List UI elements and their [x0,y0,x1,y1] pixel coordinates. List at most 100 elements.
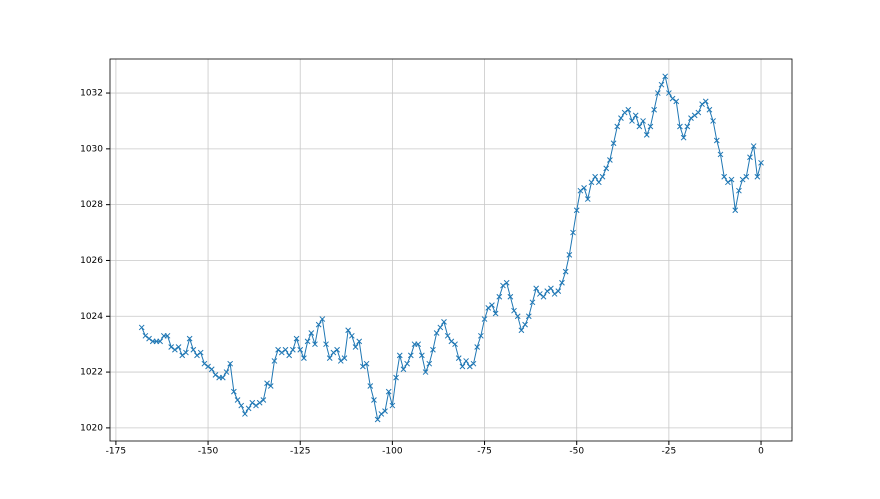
point-marker [584,196,591,202]
point-marker [713,137,720,144]
point-marker [312,341,318,348]
point-marker [754,173,761,180]
point-marker [374,416,381,423]
point-marker [466,363,473,370]
point-marker [157,338,163,345]
x-tick-label: -25 [662,447,677,457]
point-marker [197,349,204,356]
point-marker [245,405,252,412]
point-marker [348,332,355,339]
point-marker [433,330,440,336]
point-marker [345,327,352,334]
y-tick-label: 1028 [80,200,103,210]
point-marker [249,399,256,406]
point-marker [643,132,650,138]
point-marker [227,360,234,367]
point-marker [293,335,300,342]
point-marker [256,399,263,406]
point-marker [699,101,705,108]
point-marker [706,106,713,113]
point-marker [367,383,374,389]
point-marker [341,355,348,361]
point-marker [736,187,742,194]
point-marker [419,352,425,359]
point-marker [201,360,208,367]
point-marker [625,106,632,113]
point-marker [282,346,289,353]
x-tick-label: -150 [198,447,219,457]
point-marker [422,369,429,375]
point-marker [511,307,517,314]
point-marker [323,341,329,348]
point-marker [415,341,422,348]
point-marker [278,349,285,356]
point-marker [728,176,735,183]
point-marker [566,252,573,258]
y-tick-label: 1024 [80,312,103,322]
point-marker [555,288,562,295]
point-marker [168,344,175,350]
point-marker [301,355,307,361]
point-marker [378,411,385,417]
point-marker [352,344,359,350]
point-marker [654,90,661,96]
point-marker [599,173,606,180]
y-tick-label: 1026 [80,256,103,266]
point-marker [459,363,466,370]
point-marker [669,95,676,102]
point-marker [677,123,683,130]
point-marker [695,109,702,116]
point-marker [688,115,694,122]
point-marker [662,73,669,80]
point-marker [522,321,528,328]
point-marker [389,402,396,409]
point-marker [426,360,433,367]
point-marker [326,355,333,361]
point-marker [194,352,200,359]
y-tick-label: 1030 [80,144,103,154]
point-marker [267,383,274,389]
point-marker [717,151,724,158]
point-marker [297,346,304,353]
point-marker [452,341,458,348]
point-marker [360,363,366,370]
point-marker [666,90,672,96]
point-marker [470,360,477,367]
point-marker [540,293,547,300]
point-marker [658,81,665,88]
y-tick-label: 1032 [80,89,103,99]
point-marker [463,358,469,364]
point-marker [702,98,709,105]
point-marker [548,285,554,292]
point-marker [430,346,436,353]
point-marker [205,363,211,370]
point-marker [610,140,617,147]
point-marker [684,123,691,130]
point-marker [673,98,680,105]
point-marker [441,318,447,325]
point-marker [573,207,580,214]
point-marker [234,397,241,403]
point-marker [489,302,495,308]
point-marker [525,313,532,320]
point-marker [651,106,657,113]
point-marker [190,346,197,353]
point-marker [146,335,152,342]
x-tick-label: -50 [569,447,584,457]
point-marker [559,279,565,286]
point-marker [275,346,281,353]
point-marker [636,123,643,130]
point-marker [647,123,654,130]
point-marker [179,352,186,359]
point-marker [632,112,639,119]
point-marker [595,179,602,186]
point-marker [514,313,521,320]
point-marker [286,352,293,359]
point-marker [577,187,584,194]
point-marker [743,173,750,180]
point-marker [500,282,506,289]
x-tick-label: -125 [290,447,310,457]
x-tick-label: -75 [477,447,492,457]
point-marker [721,173,728,180]
point-marker [551,291,558,297]
